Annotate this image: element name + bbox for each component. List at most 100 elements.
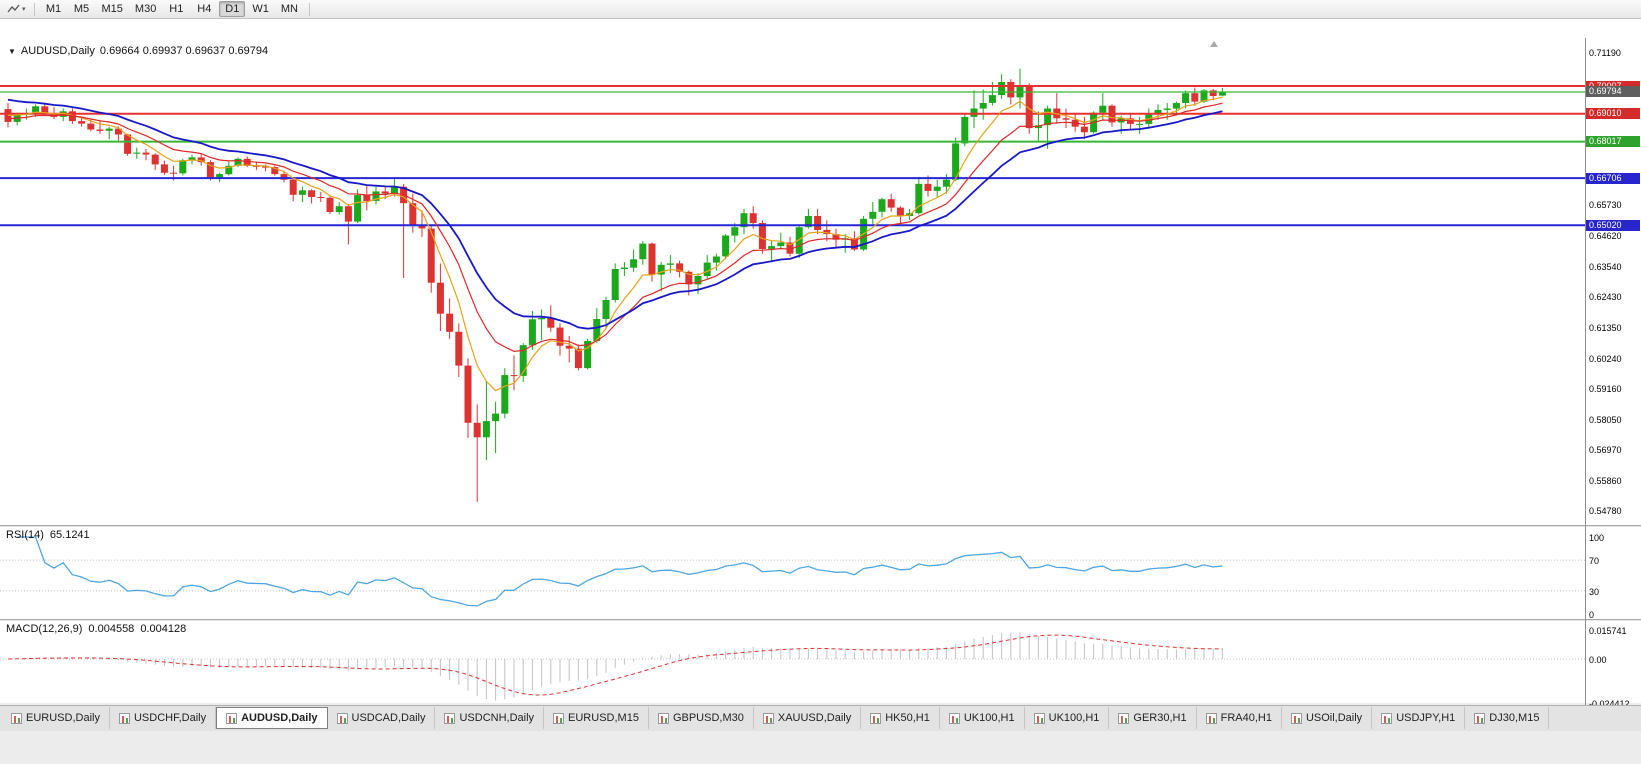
tab-chart-icon xyxy=(444,712,456,724)
rsi-axis-label: 100 xyxy=(1589,533,1605,543)
price-axis-label: 0.71190 xyxy=(1589,48,1621,58)
macd-axis-label: 0.015741 xyxy=(1589,626,1627,636)
chart-tab-usdcnh-daily[interactable]: USDCNH,Daily xyxy=(435,707,545,729)
tab-label: UK100,H1 xyxy=(1048,712,1100,724)
chart-tab-eurusd-m15[interactable]: EURUSD,M15 xyxy=(544,707,649,729)
rsi-indicator-label: RSI(14) 65.1241 xyxy=(6,529,90,541)
tab-label: USDCAD,Daily xyxy=(351,712,426,724)
chart-tabs-bar: EURUSD,Daily USDCHF,Daily AUDUSD,Daily USDC… xyxy=(0,705,1641,731)
macd-axis-label: 0.00 xyxy=(1589,655,1607,665)
period-button-m1[interactable]: M1 xyxy=(45,3,62,15)
tab-label: AUDUSD,Daily xyxy=(241,712,318,724)
tab-chart-icon xyxy=(553,712,565,724)
panel-splitter[interactable] xyxy=(0,619,1641,621)
tab-label: EURUSD,M15 xyxy=(568,712,639,724)
chart-symbol-period: AUDUSD,Daily xyxy=(20,45,95,57)
chevron-down-icon: ▾ xyxy=(22,6,26,13)
tab-label: DJ30,M15 xyxy=(1489,712,1540,724)
tab-label: USDJPY,H1 xyxy=(1396,712,1456,724)
chart-tab-audusd-daily[interactable]: AUDUSD,Daily xyxy=(216,707,328,729)
panel-splitter[interactable] xyxy=(0,525,1641,527)
price-axis-label: 0.54780 xyxy=(1589,506,1622,516)
period-button-h4[interactable]: H4 xyxy=(197,3,212,15)
chart-shift-marker[interactable] xyxy=(1210,41,1218,47)
tab-chart-icon xyxy=(870,712,882,724)
chart-title: ▼ AUDUSD,Daily 0.69664 0.69937 0.69637 0… xyxy=(8,45,268,57)
period-button-mn[interactable]: MN xyxy=(280,3,298,15)
tab-chart-icon xyxy=(226,712,238,724)
tab-chart-icon xyxy=(1205,712,1217,724)
current-price-badge: 0.69794 xyxy=(1586,86,1640,97)
toolbar-separator xyxy=(33,2,35,16)
tab-label: UK100,H1 xyxy=(963,712,1015,724)
period-button-m30[interactable]: M30 xyxy=(134,3,157,15)
chart-window: ▼ AUDUSD,Daily 0.69664 0.69937 0.69637 0… xyxy=(0,19,1641,722)
chart-ohlc-values: 0.69664 0.69937 0.69637 0.69794 xyxy=(99,45,269,57)
chart-tab-uk100-h1[interactable]: UK100,H1 xyxy=(1025,707,1110,729)
rsi-axis-label: 70 xyxy=(1589,556,1600,566)
tab-chart-icon xyxy=(1033,712,1045,724)
price-line-badge: 0.69010 xyxy=(1586,108,1640,119)
chart-tab-usdchf-daily[interactable]: USDCHF,Daily xyxy=(110,707,217,729)
zigzag-tool-icon xyxy=(7,4,20,13)
tab-chart-icon xyxy=(1290,712,1302,724)
macd-name: MACD(12,26,9) xyxy=(6,623,83,635)
drawing-tool-button[interactable]: ▾ xyxy=(4,1,29,17)
tab-chart-icon xyxy=(948,712,960,724)
tab-label: USOil,Daily xyxy=(1305,712,1363,724)
tab-label: USDCHF,Daily xyxy=(133,712,207,724)
price-axis-label: 0.62430 xyxy=(1589,292,1622,302)
price-axis-label: 0.55860 xyxy=(1589,476,1622,486)
macd-value: 0.004558 xyxy=(88,623,135,635)
tab-chart-icon xyxy=(11,712,22,724)
price-chart-panel[interactable] xyxy=(0,39,1585,525)
period-button-d1[interactable]: D1 xyxy=(219,1,246,17)
chart-tab-hk50-h1[interactable]: HK50,H1 xyxy=(861,707,940,729)
price-line-badge: 0.65020 xyxy=(1586,220,1640,231)
chart-tab-usoil-daily[interactable]: USOil,Daily xyxy=(1282,707,1373,729)
price-axis-label: 0.56970 xyxy=(1589,445,1622,455)
tab-chart-icon xyxy=(1381,712,1393,724)
macd-axis-label: -0.024412 xyxy=(1589,699,1630,709)
moving-average-lines xyxy=(7,96,1223,392)
tab-label: HK50,H1 xyxy=(885,712,930,724)
macd-panel[interactable] xyxy=(0,621,1585,706)
rsi-value: 65.1241 xyxy=(49,529,90,541)
horizontal-price-lines[interactable] xyxy=(0,85,1585,227)
chart-tab-uk100-h1[interactable]: UK100,H1 xyxy=(940,707,1025,729)
period-button-m5[interactable]: M5 xyxy=(73,3,90,15)
price-axis-label: 0.65730 xyxy=(1589,200,1622,210)
macd-indicator-label: MACD(12,26,9) 0.004558 0.004128 xyxy=(6,623,186,635)
rsi-axis-label: 0 xyxy=(1589,610,1595,620)
macd-signal-line xyxy=(7,634,1223,696)
tab-label: FRA40,H1 xyxy=(1220,712,1272,724)
rsi-name: RSI(14) xyxy=(6,529,44,541)
price-axis-border xyxy=(1585,38,1586,722)
chart-tab-fra40-h1[interactable]: FRA40,H1 xyxy=(1197,707,1282,729)
chart-tab-usdjpy-h1[interactable]: USDJPY,H1 xyxy=(1372,707,1466,729)
chart-tab-usdcad-daily[interactable]: USDCAD,Daily xyxy=(328,707,436,729)
chart-tab-xauusd-daily[interactable]: XAUUSD,Daily xyxy=(754,707,862,729)
period-button-w1[interactable]: W1 xyxy=(252,3,269,15)
price-axis-label: 0.59160 xyxy=(1589,384,1622,394)
rsi-axis-label: 30 xyxy=(1589,587,1600,597)
collapse-triangle-icon[interactable]: ▼ xyxy=(8,46,16,56)
price-axis-label: 0.64620 xyxy=(1589,231,1622,241)
tab-label: GER30,H1 xyxy=(1133,712,1187,724)
chart-tab-dj30-m15[interactable]: DJ30,M15 xyxy=(1465,707,1550,729)
price-line-badge: 0.66706 xyxy=(1586,173,1640,184)
timeframe-toolbar: ▾ M1 M5 M15 M30 H1 H4 D1 W1 MN xyxy=(0,0,1641,19)
chart-tab-gbpusd-m30[interactable]: GBPUSD,M30 xyxy=(649,707,754,729)
rsi-panel[interactable] xyxy=(0,527,1585,619)
chart-tab-eurusd-daily[interactable]: EURUSD,Daily xyxy=(2,707,110,729)
tab-label: GBPUSD,M30 xyxy=(672,712,744,724)
macd-signal-value: 0.004128 xyxy=(140,623,187,635)
toolbar-separator xyxy=(308,2,310,16)
tab-label: USDCNH,Daily xyxy=(459,712,535,724)
period-button-m15[interactable]: M15 xyxy=(101,3,123,15)
chart-tab-ger30-h1[interactable]: GER30,H1 xyxy=(1109,707,1197,729)
tab-label: EURUSD,Daily xyxy=(26,712,100,724)
period-button-h1[interactable]: H1 xyxy=(169,3,184,15)
tab-chart-icon xyxy=(118,712,130,724)
macd-histogram xyxy=(16,632,1223,701)
